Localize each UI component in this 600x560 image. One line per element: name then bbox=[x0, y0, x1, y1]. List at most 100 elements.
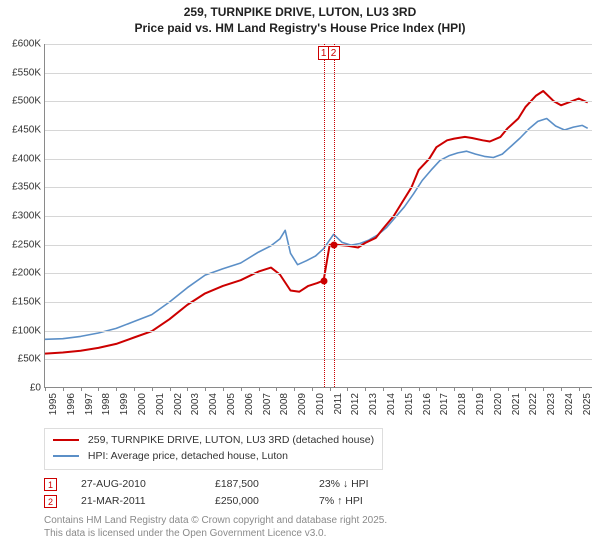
marker-table: 1 27-AUG-2010 £187,500 23% ↓ HPI 2 21-MAR-201… bbox=[44, 478, 584, 508]
gridline-h bbox=[45, 187, 592, 188]
x-axis-label: 2013 bbox=[368, 393, 379, 415]
x-axis-label: 2015 bbox=[404, 393, 415, 415]
y-axis-label: £300K bbox=[1, 211, 41, 222]
x-axis-label: 1999 bbox=[119, 393, 130, 415]
y-axis-label: £150K bbox=[1, 297, 41, 308]
x-tick bbox=[543, 387, 544, 391]
credit-text: Contains HM Land Registry data © Crown c… bbox=[44, 514, 584, 540]
title-line-2: Price paid vs. HM Land Registry's House … bbox=[135, 21, 466, 35]
x-tick bbox=[116, 387, 117, 391]
x-tick bbox=[276, 387, 277, 391]
x-axis-label: 2014 bbox=[386, 393, 397, 415]
x-tick bbox=[419, 387, 420, 391]
line-hpi bbox=[45, 119, 588, 340]
gridline-h bbox=[45, 44, 592, 45]
x-axis-label: 2020 bbox=[493, 393, 504, 415]
y-axis-label: £550K bbox=[1, 67, 41, 78]
x-axis-label: 2023 bbox=[546, 393, 557, 415]
x-axis-label: 2003 bbox=[190, 393, 201, 415]
legend-item-price-paid: 259, TURNPIKE DRIVE, LUTON, LU3 3RD (det… bbox=[53, 433, 374, 449]
x-tick bbox=[98, 387, 99, 391]
x-tick bbox=[170, 387, 171, 391]
y-axis-label: £600K bbox=[1, 39, 41, 50]
x-tick bbox=[561, 387, 562, 391]
marker-row-delta: 7% ↑ HPI bbox=[319, 495, 409, 507]
gridline-h bbox=[45, 245, 592, 246]
x-tick bbox=[205, 387, 206, 391]
x-tick bbox=[472, 387, 473, 391]
gridline-h bbox=[45, 302, 592, 303]
legend-swatch-price-paid bbox=[53, 439, 79, 441]
legend-area: 259, TURNPIKE DRIVE, LUTON, LU3 3RD (det… bbox=[44, 428, 584, 540]
x-tick bbox=[436, 387, 437, 391]
plot-region: £0£50K£100K£150K£200K£250K£300K£350K£400… bbox=[44, 44, 592, 388]
x-axis-label: 2010 bbox=[315, 393, 326, 415]
marker-row: 1 27-AUG-2010 £187,500 23% ↓ HPI bbox=[44, 478, 584, 491]
y-axis-label: £100K bbox=[1, 325, 41, 336]
x-tick bbox=[152, 387, 153, 391]
legend-label-price-paid: 259, TURNPIKE DRIVE, LUTON, LU3 3RD (det… bbox=[88, 434, 374, 446]
marker-flag: 2 bbox=[328, 46, 340, 60]
x-tick bbox=[187, 387, 188, 391]
y-axis-label: £250K bbox=[1, 239, 41, 250]
gridline-h bbox=[45, 273, 592, 274]
x-axis-label: 2006 bbox=[244, 393, 255, 415]
sale-point bbox=[320, 277, 327, 284]
marker-row-date: 27-AUG-2010 bbox=[81, 478, 191, 490]
y-axis-label: £400K bbox=[1, 153, 41, 164]
gridline-h bbox=[45, 159, 592, 160]
x-tick bbox=[294, 387, 295, 391]
marker-row-price: £250,000 bbox=[215, 495, 295, 507]
x-tick bbox=[259, 387, 260, 391]
x-tick bbox=[134, 387, 135, 391]
x-axis-label: 2005 bbox=[226, 393, 237, 415]
y-axis-label: £0 bbox=[1, 383, 41, 394]
legend-label-hpi: HPI: Average price, detached house, Luto… bbox=[88, 450, 288, 462]
gridline-h bbox=[45, 130, 592, 131]
x-axis-label: 1997 bbox=[84, 393, 95, 415]
marker-row-flag: 1 bbox=[44, 478, 57, 491]
x-axis-label: 2001 bbox=[155, 393, 166, 415]
x-tick bbox=[383, 387, 384, 391]
sale-point bbox=[330, 241, 337, 248]
title-line-1: 259, TURNPIKE DRIVE, LUTON, LU3 3RD bbox=[184, 5, 417, 19]
x-axis-label: 2022 bbox=[528, 393, 539, 415]
gridline-h bbox=[45, 73, 592, 74]
x-axis-label: 2025 bbox=[582, 393, 593, 415]
x-axis-label: 2018 bbox=[457, 393, 468, 415]
y-axis-label: £200K bbox=[1, 268, 41, 279]
gridline-h bbox=[45, 101, 592, 102]
x-axis-label: 2024 bbox=[564, 393, 575, 415]
marker-vline bbox=[334, 44, 335, 387]
x-tick bbox=[525, 387, 526, 391]
x-axis-label: 2000 bbox=[137, 393, 148, 415]
x-tick bbox=[45, 387, 46, 391]
x-axis-label: 2008 bbox=[279, 393, 290, 415]
legend-item-hpi: HPI: Average price, detached house, Luto… bbox=[53, 449, 374, 465]
x-tick bbox=[81, 387, 82, 391]
x-axis-label: 2004 bbox=[208, 393, 219, 415]
x-tick bbox=[330, 387, 331, 391]
x-tick bbox=[223, 387, 224, 391]
x-axis-label: 2007 bbox=[262, 393, 273, 415]
x-axis-label: 2016 bbox=[422, 393, 433, 415]
x-axis-label: 2017 bbox=[439, 393, 450, 415]
x-axis-label: 1995 bbox=[48, 393, 59, 415]
marker-row-flag: 2 bbox=[44, 495, 57, 508]
chart-title: 259, TURNPIKE DRIVE, LUTON, LU3 3RD Pric… bbox=[0, 0, 600, 36]
marker-row-price: £187,500 bbox=[215, 478, 295, 490]
x-tick bbox=[241, 387, 242, 391]
y-axis-label: £500K bbox=[1, 96, 41, 107]
credit-line-1: Contains HM Land Registry data © Crown c… bbox=[44, 515, 387, 526]
x-tick bbox=[401, 387, 402, 391]
gridline-h bbox=[45, 216, 592, 217]
legend-swatch-hpi bbox=[53, 455, 79, 457]
marker-row-delta: 23% ↓ HPI bbox=[319, 478, 409, 490]
marker-row: 2 21-MAR-2011 £250,000 7% ↑ HPI bbox=[44, 495, 584, 508]
marker-row-date: 21-MAR-2011 bbox=[81, 495, 191, 507]
x-tick bbox=[454, 387, 455, 391]
x-tick bbox=[508, 387, 509, 391]
x-tick bbox=[312, 387, 313, 391]
x-tick bbox=[63, 387, 64, 391]
x-axis-label: 2002 bbox=[173, 393, 184, 415]
